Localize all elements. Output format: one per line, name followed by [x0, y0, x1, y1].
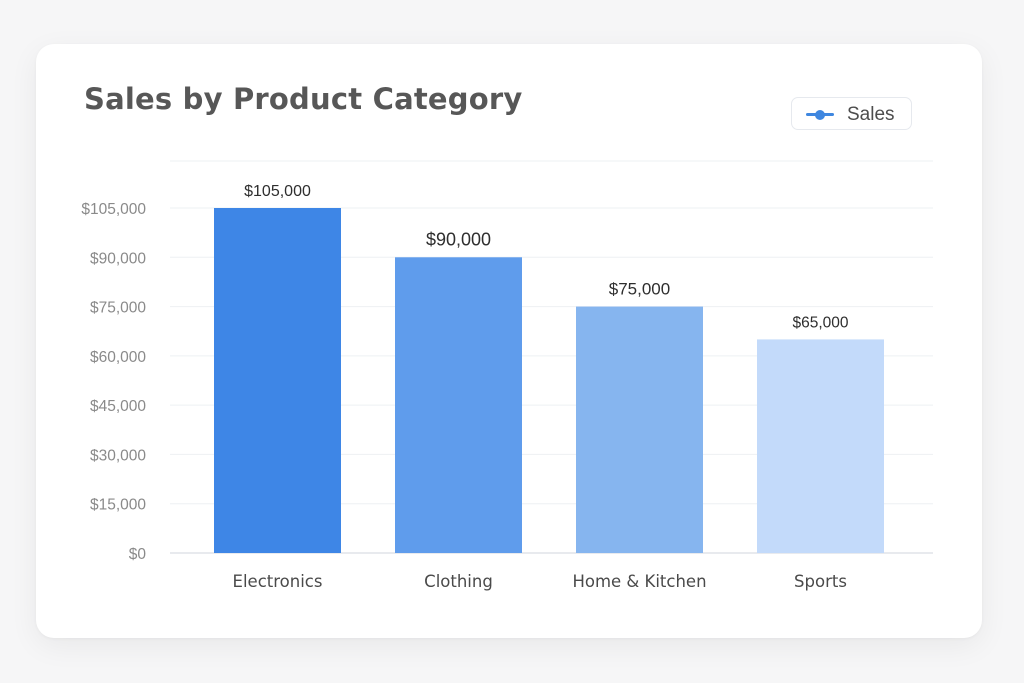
x-axis-ticks: Electronics Clothing Home & Kitchen Sports: [233, 572, 847, 591]
y-tick-label: $45,000: [90, 398, 146, 415]
x-tick-label: Sports: [794, 572, 847, 591]
legend-label-sales: Sales: [847, 104, 895, 125]
legend-line-marker-icon: [806, 109, 834, 120]
chart-legend: Sales: [791, 97, 912, 130]
y-axis-ticks: $0 $15,000 $30,000 $45,000 $60,000 $75,000 $90…: [81, 201, 146, 563]
y-tick-label: $15,000: [90, 497, 146, 514]
data-label: $75,000: [609, 280, 670, 299]
bar: [214, 208, 341, 553]
y-tick-label: $60,000: [90, 349, 146, 366]
x-tick-label: Electronics: [233, 572, 323, 591]
bar: [395, 257, 522, 553]
bars: [214, 208, 884, 553]
data-label: $65,000: [792, 314, 848, 331]
bar: [576, 306, 703, 553]
y-tick-label: $30,000: [90, 447, 146, 464]
y-tick-label: $0: [129, 546, 147, 563]
chart-title: Sales by Product Category: [84, 82, 523, 116]
y-tick-label: $75,000: [90, 300, 146, 317]
data-label: $90,000: [426, 229, 491, 249]
y-tick-label: $90,000: [90, 250, 146, 267]
x-tick-label: Home & Kitchen: [572, 572, 706, 591]
data-labels: $105,000 $90,000 $75,000 $65,000: [244, 183, 849, 331]
x-tick-label: Clothing: [424, 572, 493, 591]
data-label: $105,000: [244, 183, 311, 200]
bar: [757, 339, 884, 553]
y-tick-label: $105,000: [81, 201, 146, 218]
